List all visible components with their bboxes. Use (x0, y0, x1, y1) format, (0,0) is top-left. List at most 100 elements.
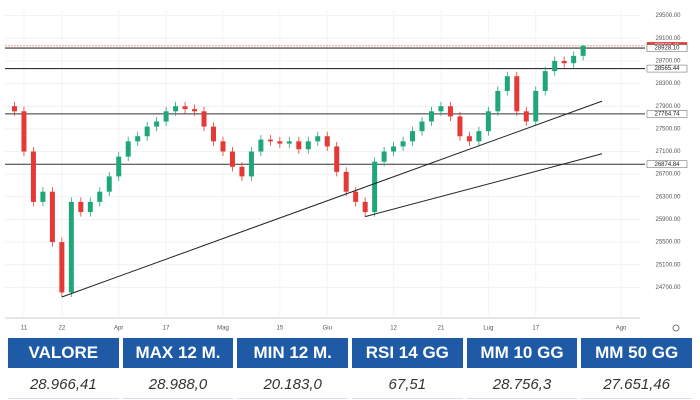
candle-body (286, 141, 292, 144)
y-tick-label: 28300.00 (655, 81, 681, 87)
candle-body (277, 141, 283, 144)
level-label: 26874.84 (654, 162, 680, 168)
candle-body (523, 111, 529, 122)
y-tick-label: 26300.00 (655, 194, 681, 200)
stats-table: VALORE MAX 12 M. MIN 12 M. RSI 14 GG MM 10 G… (8, 338, 692, 399)
table-value-cell: 28.988,0 (122, 372, 234, 399)
candle-body (381, 151, 387, 162)
level-label-box (646, 160, 688, 168)
candle-body (78, 201, 84, 213)
candle-body (391, 146, 397, 152)
candle-body (182, 106, 188, 110)
candle-body (514, 76, 520, 112)
candle-body (552, 60, 558, 72)
y-tick-label: 25100.00 (655, 262, 681, 268)
x-tick-label: 15 (277, 326, 284, 332)
candle-body (419, 121, 425, 132)
y-tick-label: 24700.00 (655, 285, 681, 291)
candle-body (372, 161, 378, 213)
y-tick-label: 28700.00 (655, 59, 681, 65)
candle-body (504, 76, 510, 91)
settings-icon[interactable] (672, 324, 680, 332)
candle-body (324, 136, 330, 147)
candle-body (428, 111, 434, 122)
chart: 29500.00 29100.00 28700.00 28300.00 27900.00… (5, 10, 688, 332)
y-tick-label: 27100.00 (655, 149, 681, 155)
x-tick-label: Lug (483, 326, 493, 332)
candle-body (542, 71, 548, 91)
level-label-box (646, 110, 688, 118)
candle-body (457, 116, 463, 137)
x-tick-label: 17 (532, 326, 539, 332)
candle-body (495, 90, 501, 112)
x-tick-label: Giu (323, 326, 332, 332)
candle-body (68, 201, 74, 293)
level-label-box (646, 44, 688, 52)
y-tick-label: 27500.00 (655, 126, 681, 132)
candle-body (447, 106, 453, 117)
candle-body (106, 176, 112, 192)
candle-body (163, 111, 169, 122)
y-tick-label: 27900.00 (655, 104, 681, 110)
candle-body (97, 191, 103, 202)
candle-body (400, 141, 406, 147)
candle-body (476, 131, 482, 142)
y-tick-label: 29100.00 (655, 36, 681, 42)
x-tick-label: 22 (59, 326, 66, 332)
level-label: 27764.74 (654, 111, 680, 117)
table-header-cell: MIN 12 M. (237, 338, 348, 368)
x-tick-label: 11 (21, 326, 28, 332)
candle-body (116, 156, 122, 177)
trend-line (365, 153, 603, 218)
candle-body (144, 126, 150, 137)
candle-body (248, 151, 254, 177)
x-tick-label: Ago (616, 326, 627, 332)
table-value-cell: 28.756,3 (466, 372, 578, 399)
candle-body (192, 109, 198, 112)
candle-body (59, 242, 65, 293)
candle-body (258, 139, 264, 152)
table-header-cell: RSI 14 GG (351, 338, 463, 368)
candle-body (315, 136, 321, 142)
table-value-cell: 67,51 (351, 372, 463, 399)
candle-body (154, 121, 160, 127)
x-tick-label: 17 (163, 326, 170, 332)
candle-body (485, 111, 491, 132)
candle-body (40, 191, 46, 202)
candle-body (173, 106, 179, 112)
candle-body (211, 126, 217, 142)
table-header-cell: MM 50 GG (581, 338, 692, 368)
y-tick-label: 25900.00 (655, 217, 681, 223)
x-tick-label: Mag (217, 326, 229, 332)
table-header-cell: MAX 12 M. (122, 338, 234, 368)
level-label: 28928.10 (654, 46, 680, 52)
table-value-cell: 28.966,41 (8, 372, 119, 399)
candle-body (201, 111, 207, 127)
candle-body (353, 191, 359, 202)
candle-body (21, 111, 27, 152)
candle-body (343, 171, 349, 192)
candle-body (466, 136, 472, 142)
candle-body (561, 60, 567, 64)
candle-body (267, 139, 273, 142)
candle-body (87, 201, 93, 213)
candle-body (334, 146, 340, 172)
y-tick-label: 26700.00 (655, 172, 681, 178)
level-label: 28565.44 (654, 66, 680, 72)
table-value-cell: 20.183,0 (237, 372, 348, 399)
candle-body (305, 141, 311, 150)
table-header-cell: VALORE (8, 338, 119, 368)
y-tick-label: 29500.00 (655, 13, 681, 19)
candle-body (229, 151, 235, 167)
candle-body (438, 106, 444, 112)
table-value-cell: 27.651,46 (581, 372, 692, 399)
candle-body (239, 166, 245, 177)
candle-body (30, 151, 36, 202)
candle-body (125, 141, 131, 157)
candle-body (580, 45, 586, 56)
candle-body (296, 141, 302, 150)
trend-line (61, 100, 603, 298)
candle-body (362, 201, 368, 213)
y-tick-label: 25500.00 (655, 240, 681, 246)
